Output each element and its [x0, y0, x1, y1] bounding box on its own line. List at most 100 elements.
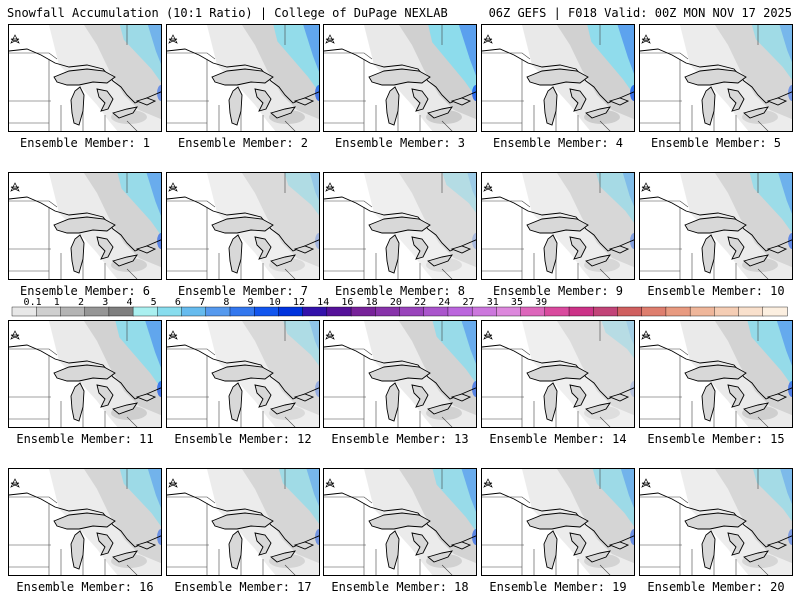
lake-outline [228, 382, 243, 422]
colorbar-swatch [593, 306, 619, 317]
ensemble-member-label: Ensemble Member: 14 [489, 432, 627, 446]
location-marker-icon [168, 478, 178, 488]
colorbar-swatch [641, 306, 667, 317]
moderate-snow-area [278, 469, 319, 524]
snowfall-map [324, 321, 476, 427]
ensemble-member-panel-13 [323, 320, 477, 428]
lake-outline [543, 86, 558, 126]
lake-outline [450, 245, 472, 254]
colorbar-swatch [84, 306, 110, 317]
ensemble-member-label: Ensemble Member: 9 [492, 284, 624, 298]
state-boundary [284, 416, 296, 427]
lake-outline [135, 393, 157, 402]
colorbar-svg: 0.1 1 2 3 4 5 6 7 8 9 10 12 14 16 18 20 22 24 27 31 35 39 [11, 297, 788, 317]
colorbar-swatch [375, 306, 401, 317]
lake-outline [211, 68, 274, 86]
state-boundary [599, 564, 611, 575]
colorbar-swatch [738, 306, 764, 317]
heavy-snow-area [622, 173, 634, 207]
location-marker-icon [483, 330, 493, 340]
colorbar-tick-label: 8 [223, 297, 229, 308]
moderate-snow-area [592, 469, 634, 527]
state-boundary [757, 564, 769, 575]
heavy-snow-area [461, 321, 476, 364]
lake-outline [112, 106, 138, 119]
lake-outline [368, 512, 431, 530]
ensemble-member-label: Ensemble Member: 8 [334, 284, 466, 298]
colorbar-swatch [447, 306, 473, 317]
colorbar-tick-label: 22 [414, 297, 426, 308]
moderate-snow-area [117, 173, 161, 236]
moderate-snow-area [283, 321, 319, 366]
state-boundary [126, 564, 138, 575]
colorbar-swatch [253, 306, 280, 317]
colorbar-swatch [617, 306, 643, 317]
lake-outline [526, 216, 589, 234]
state-boundary [482, 200, 531, 208]
lake-outline [569, 532, 587, 556]
national-border [9, 48, 161, 104]
lake-outline [411, 384, 429, 408]
national-border [324, 48, 476, 104]
lake-outline [526, 68, 589, 86]
heavy-snow-area [467, 173, 476, 199]
state-boundary [441, 416, 453, 427]
lake-outline [684, 216, 747, 234]
colorbar-swatch [496, 306, 522, 317]
colorbar-swatch [205, 306, 231, 317]
lake-outline [427, 550, 453, 563]
lake-outline [701, 234, 716, 274]
colorbar-tick-label: 35 [511, 297, 523, 308]
location-marker-icon [325, 34, 335, 44]
state-boundary [640, 52, 689, 60]
lake-outline [385, 86, 400, 126]
colorbar-tick-label: 39 [535, 297, 547, 308]
lake-outline [270, 106, 296, 119]
national-border [324, 344, 476, 400]
location-marker-icon [483, 478, 493, 488]
lake-outline [450, 541, 472, 550]
state-boundary [599, 416, 611, 427]
snowfall-map [9, 173, 161, 279]
ensemble-member-label: Ensemble Member: 20 [647, 580, 785, 594]
lake-outline [608, 541, 630, 550]
lake-outline [585, 550, 611, 563]
lake-outline [727, 384, 745, 408]
moderate-snow-area [601, 321, 634, 359]
national-border [640, 344, 792, 400]
moderate-snow-area [442, 173, 476, 213]
lake-outline [228, 234, 243, 274]
lake-outline [411, 532, 429, 556]
lake-outline [585, 402, 611, 415]
lake-outline [135, 245, 157, 254]
ensemble-member-panel-5 [639, 24, 793, 132]
snowfall-map [167, 321, 319, 427]
light-snow-area [242, 173, 319, 268]
state-boundary [284, 564, 296, 575]
state-boundary [167, 348, 216, 356]
lake-outline [211, 364, 274, 382]
colorbar-swatch [350, 306, 376, 317]
state-boundary [9, 496, 58, 504]
ensemble-member-panel-2 [166, 24, 320, 132]
lake-outline [254, 532, 272, 556]
run-valid-time: 06Z GEFS | F018 Valid: 00Z MON NOV 17 20… [488, 6, 792, 20]
location-marker-icon [168, 34, 178, 44]
colorbar-tick-label: 3 [102, 297, 108, 308]
state-boundary [640, 200, 689, 208]
national-border [482, 48, 634, 104]
lake-outline [270, 254, 296, 267]
colorbar-swatch [568, 306, 594, 317]
lake-outline [228, 530, 243, 570]
moderate-snow-area [428, 25, 476, 98]
heavy-snow-area [309, 321, 319, 351]
ensemble-member-label: Ensemble Member: 19 [489, 580, 627, 594]
ensemble-member-panel-11 [8, 320, 162, 428]
lake-outline [228, 86, 243, 126]
heavy-snow-area [147, 469, 161, 508]
heavy-snow-area [779, 25, 792, 63]
location-marker-icon [325, 478, 335, 488]
colorbar-tick-label: 5 [151, 297, 157, 308]
colorbar-tick-label: 6 [175, 297, 181, 308]
location-marker-icon [483, 182, 493, 192]
